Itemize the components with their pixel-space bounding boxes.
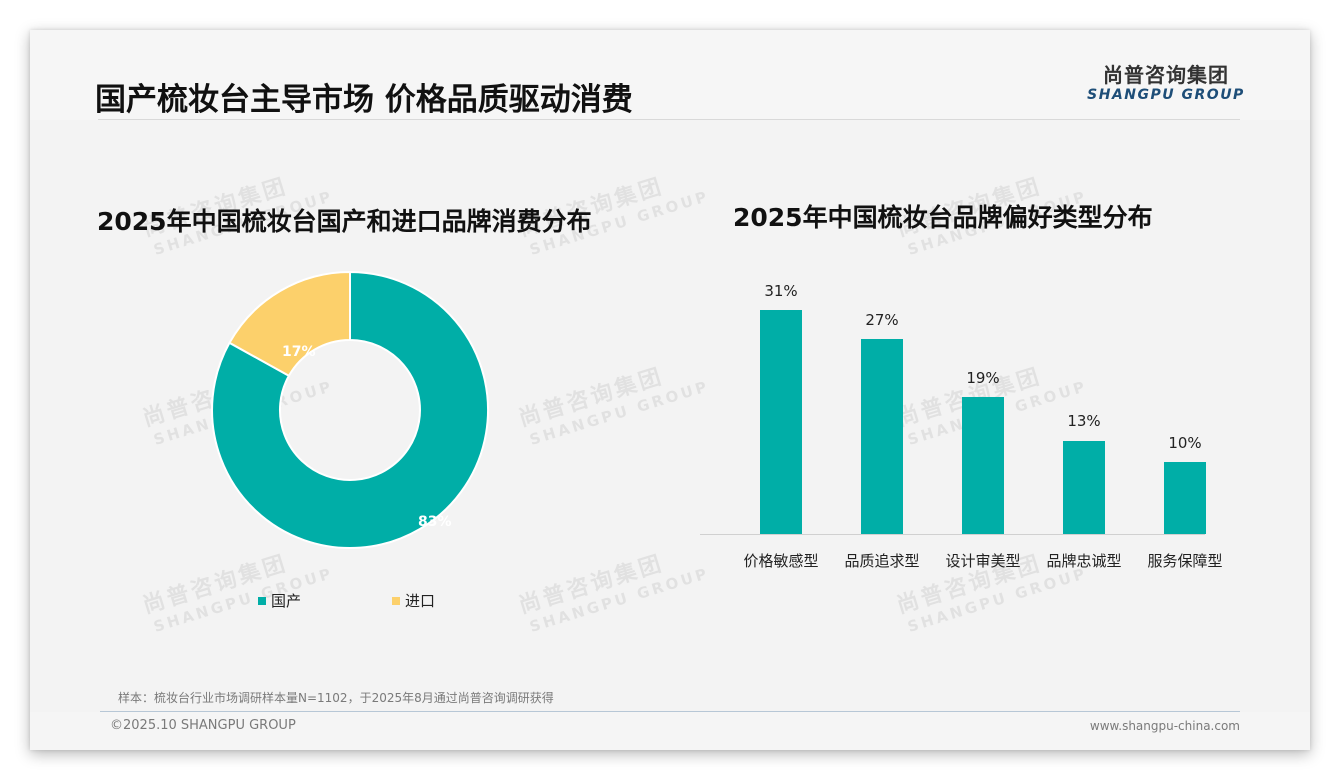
x-axis-line: [700, 534, 1205, 535]
x-axis-label: 设计审美型: [945, 552, 1021, 570]
sample-note: 样本：梳妆台行业市场调研样本量N=1102，于2025年8月通过尚普咨询调研获得: [118, 691, 554, 705]
footer-band: [30, 712, 1310, 750]
watermark-en: SHANGPU GROUP: [151, 564, 336, 636]
legend-swatch-teal: [258, 596, 266, 605]
slide: 尚普咨询集团 SHANGPU GROUP 尚普咨询集团 SHANGPU GROU…: [30, 30, 1310, 750]
copyright: ©2025.10 SHANGPU GROUP: [110, 718, 296, 733]
watermark: 尚普咨询集团 SHANGPU GROUP: [516, 352, 712, 450]
watermark-cn: 尚普咨询集团: [516, 364, 667, 432]
logo-cn: 尚普咨询集团: [1103, 63, 1229, 87]
watermark-en: SHANGPU GROUP: [527, 564, 712, 636]
bar-service-guarantee: [1164, 462, 1206, 534]
bar-value: 27%: [865, 311, 899, 329]
page-title: 国产梳妆台主导市场 价格品质驱动消费: [95, 82, 633, 118]
x-axis-label: 服务保障型: [1147, 552, 1223, 570]
donut-label-domestic: 83%: [418, 514, 452, 530]
logo-en: SHANGPU GROUP: [1087, 87, 1245, 103]
legend-label: 国产: [271, 592, 302, 610]
donut-label-import: 17%: [282, 344, 316, 360]
bar-value: 13%: [1067, 412, 1101, 430]
donut-chart-title: 2025年中国梳妆台国产和进口品牌消费分布: [97, 207, 592, 236]
bar-chart-title: 2025年中国梳妆台品牌偏好类型分布: [733, 203, 1153, 232]
company-logo: 尚普咨询集团 SHANGPU GROUP: [1086, 63, 1246, 103]
watermark: 尚普咨询集团 SHANGPU GROUP: [516, 539, 712, 637]
bar-price-sensitive: [760, 310, 802, 534]
header-band: [30, 30, 1310, 120]
donut-slice-import: [228, 270, 351, 378]
bar-design-aesthetic: [962, 397, 1004, 534]
x-axis-label: 品质追求型: [844, 552, 920, 570]
bar-value: 19%: [966, 369, 1000, 387]
bar-brand-loyal: [1063, 441, 1105, 534]
watermark-cn: 尚普咨询集团: [516, 551, 667, 619]
legend-label: 进口: [405, 592, 436, 610]
bar-value: 31%: [764, 282, 798, 300]
bar-chart: 31% 27% 19% 13% 10% 价格敏感型 品质追求型 设计审美型 品牌…: [700, 270, 1223, 580]
legend-item-import: 进口: [392, 590, 435, 611]
donut-slice-domestic: [211, 270, 490, 549]
watermark-en: SHANGPU GROUP: [527, 377, 712, 449]
bar-quality-seeking: [861, 339, 903, 534]
x-axis-label: 品牌忠诚型: [1046, 552, 1122, 570]
website-link[interactable]: www.shangpu-china.com: [1089, 719, 1240, 733]
donut-svg: [211, 270, 490, 549]
x-axis-label: 价格敏感型: [743, 552, 819, 570]
legend-swatch-yellow: [392, 596, 400, 605]
legend-item-domestic: 国产: [258, 590, 301, 611]
bar-value: 10%: [1168, 434, 1202, 452]
donut-chart: 83% 17%: [200, 260, 500, 560]
header-divider: [98, 119, 1240, 120]
footer-divider: [100, 711, 1240, 712]
